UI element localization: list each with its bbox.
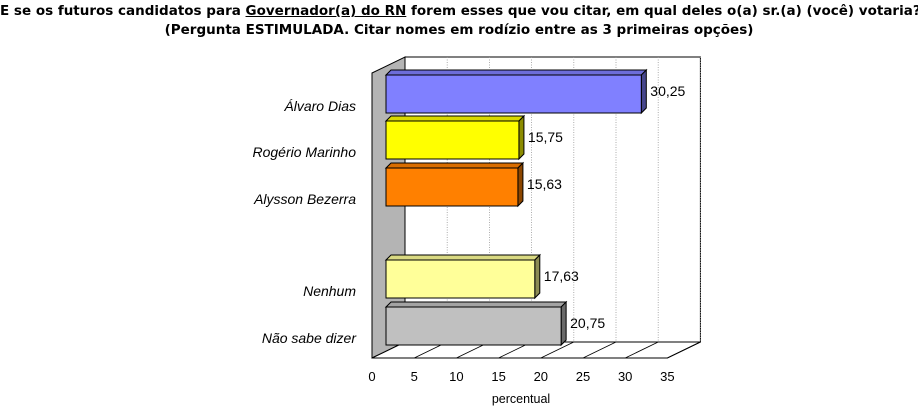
bar-top [384,301,568,308]
data-label: 20,75 [570,315,605,331]
category-label: Não sabe dizer [262,330,358,346]
data-label: 17,63 [544,268,579,284]
data-label: 30,25 [650,83,685,99]
x-tick-label: 25 [576,369,590,384]
chart-title: E se os futuros candidatos para Governad… [0,2,918,21]
x-tick-label: 35 [660,369,674,384]
x-tick-label: 10 [449,369,463,384]
bar-front [385,167,519,207]
floor-grid-line [540,341,574,359]
data-label: 15,63 [527,176,562,192]
bar-top [384,162,525,169]
bar-front [385,74,642,114]
bar [384,114,526,161]
bar-front [385,120,520,160]
bar [384,300,568,347]
category-label: Alysson Bezerra [253,191,356,207]
title-part-3: forem esses que vou citar, em qual deles… [406,3,918,19]
x-axis-label: percentual [492,392,550,406]
title-part-1: E se os futuros candidatos para [0,3,246,19]
bar-front [385,259,536,299]
floor-grid-line [625,341,659,359]
category-labels: Álvaro Dias Rogério Marinho Alysson Bezerr… [253,98,358,346]
bar-side [640,68,647,115]
floor-grid-line [582,341,617,359]
category-label: Nenhum [303,283,356,299]
chart-subtitle: (Pergunta ESTIMULADA. Citar nomes em rod… [164,22,754,38]
x-tick-label: 15 [491,369,505,384]
bar-side [517,161,524,208]
category-label: Álvaro Dias [283,98,356,114]
floor-grid-line [667,341,701,359]
bar [384,161,525,208]
bar-top [384,254,542,261]
bar-front [385,306,562,346]
x-tick-label: 30 [618,369,632,384]
x-tick-label: 20 [534,369,548,384]
bar-side [518,114,525,161]
x-tick-label: 0 [368,369,375,384]
bars [384,68,648,347]
bar [384,253,542,300]
title-part-2: Governador(a) do RN [245,3,407,19]
bar-side [534,253,541,300]
x-tick-labels: 0 5 10 15 20 25 30 35 [368,369,674,384]
data-label: 15,75 [528,129,563,145]
value-labels: 30,25 15,75 15,63 17,63 20,75 [527,83,686,331]
category-label: Rogério Marinho [253,144,357,160]
bar-top [384,69,648,76]
bar [384,68,648,115]
bar-top [384,115,526,122]
x-tick-label: 5 [411,369,418,384]
chart-title-block: E se os futuros candidatos para Governad… [0,2,918,40]
bar-side [560,300,567,347]
